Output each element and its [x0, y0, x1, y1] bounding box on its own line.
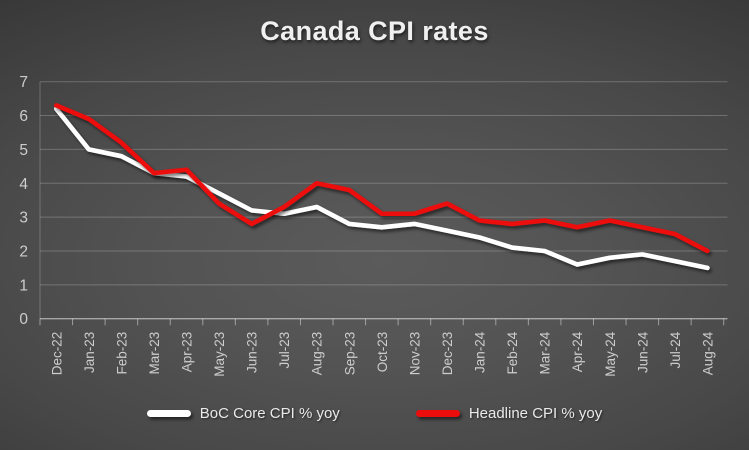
x-tick-label: Jun-24 — [635, 331, 650, 373]
x-tick-label: Dec-22 — [49, 332, 64, 376]
y-tick-label: 7 — [19, 74, 28, 91]
y-tick-label: 2 — [19, 243, 28, 260]
x-tick-label: Jan-23 — [82, 332, 97, 373]
x-tick-label: Jan-24 — [473, 331, 488, 373]
x-tick-label: Aug-23 — [310, 332, 325, 376]
core-line-swatch — [146, 410, 191, 417]
chart-title: Canada CPI rates — [260, 16, 489, 46]
x-tick-label: Mar-23 — [147, 332, 162, 375]
y-tick-label: 6 — [19, 108, 28, 125]
gridlines — [40, 81, 728, 320]
core-legend-label: BoC Core CPI % yoy — [199, 405, 340, 422]
x-tick-label: Mar-24 — [538, 331, 553, 374]
x-tick-label: Dec-23 — [440, 332, 455, 376]
data-series — [53, 103, 710, 271]
x-tick-label: Jul-23 — [277, 332, 292, 369]
y-tick-label: 5 — [19, 142, 28, 159]
y-tick-label: 3 — [19, 210, 28, 227]
y-tick-label: 0 — [19, 311, 28, 328]
y-tick-label: 4 — [19, 176, 28, 193]
headline-line-swatch — [415, 410, 460, 417]
y-tick-label: 1 — [19, 277, 28, 294]
axes — [39, 81, 725, 326]
x-tick-label: Sep-23 — [342, 332, 357, 376]
legend: BoC Core CPI % yoy Headline CPI % yoy — [0, 405, 749, 422]
core-cpi-line — [53, 106, 710, 271]
legend-item-headline: Headline CPI % yoy — [415, 405, 603, 422]
axis-labels: 0 1 2 3 4 5 6 7 Dec-22 Jan-23 Feb-23 Mar-23 Apr-23 Ma… — [19, 74, 715, 377]
x-tick-label: Apr-24 — [570, 331, 585, 372]
headline-legend-label: Headline CPI % yoy — [468, 405, 603, 422]
x-tick-label: Jun-23 — [245, 332, 260, 373]
x-tick-label: Apr-23 — [180, 332, 195, 373]
x-tick-label: Oct-23 — [375, 332, 390, 373]
x-tick-label: May-23 — [212, 332, 227, 377]
x-tick-label: May-24 — [603, 331, 618, 377]
x-tick-label: Feb-23 — [114, 332, 129, 375]
headline-cpi-line — [53, 103, 710, 254]
x-tick-label: Nov-23 — [407, 332, 422, 376]
legend-item-core: BoC Core CPI % yoy — [146, 405, 340, 422]
x-tick-label: Jul-24 — [668, 331, 683, 368]
x-tick-label: Feb-24 — [505, 331, 520, 374]
x-tick-label: Aug-24 — [700, 331, 715, 375]
